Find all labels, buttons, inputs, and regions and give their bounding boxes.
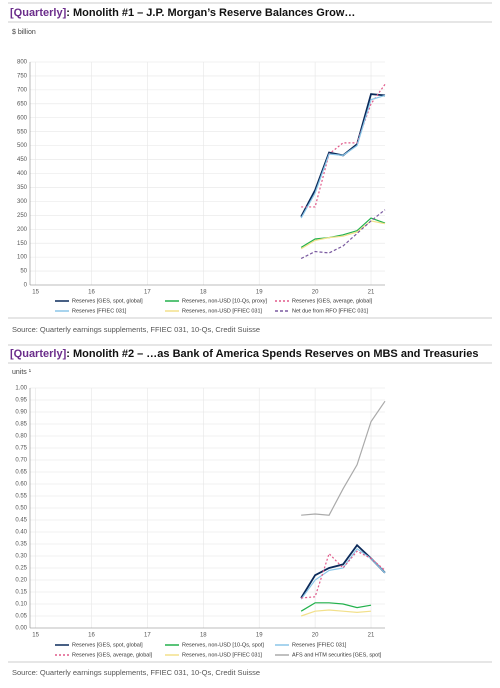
x-tick-label: 20 xyxy=(312,290,319,296)
y-tick-label: 150 xyxy=(17,241,28,247)
chart-title: [Quarterly]: Monolith #2 – …as Bank of A… xyxy=(10,348,478,360)
series-line xyxy=(300,609,372,617)
y-tick-label: 800 xyxy=(17,60,28,66)
x-tick-label: 15 xyxy=(32,290,39,296)
series-line xyxy=(300,543,386,599)
y-tick-label: 0.85 xyxy=(15,422,27,428)
legend-label: Reserves [GES, spot, global] xyxy=(72,642,143,648)
series-line xyxy=(300,547,386,600)
y-tick-label: 50 xyxy=(20,269,27,275)
y-tick-label: 300 xyxy=(17,199,28,205)
y-tick-label: 0.95 xyxy=(15,398,27,404)
series-line xyxy=(300,217,386,248)
x-tick-label: 20 xyxy=(312,633,319,639)
y-tick-label: 550 xyxy=(17,129,28,135)
legend-label: Reserves [FFIEC 031] xyxy=(292,642,347,648)
x-tick-label: 18 xyxy=(200,633,207,639)
y-tick-label: 0.05 xyxy=(15,614,27,620)
title-text: : Monolith #1 – J.P. Morgan’s Reserve Ba… xyxy=(66,7,355,19)
legend-label: Reserves, non-USD [FFIEC 031] xyxy=(182,308,263,314)
series-line xyxy=(301,550,386,599)
y-axis-label: $ billion xyxy=(12,29,36,36)
y-tick-label: 0.15 xyxy=(15,590,27,596)
x-tick-label: 17 xyxy=(144,290,151,296)
title-text: : Monolith #2 – …as Bank of America Spen… xyxy=(66,348,478,360)
legend-label: Reserves, non-USD [10-Qs, proxy] xyxy=(182,298,267,304)
legend-label: Net due from RFO [FFIEC 031] xyxy=(292,308,369,314)
series-line xyxy=(301,83,386,208)
y-tick-label: 250 xyxy=(17,213,28,219)
y-tick-label: 1.00 xyxy=(15,386,27,392)
y-tick-label: 0.55 xyxy=(15,494,27,500)
y-tick-label: 0.75 xyxy=(15,446,27,452)
y-tick-label: 0.90 xyxy=(15,410,27,416)
x-tick-label: 21 xyxy=(368,290,375,296)
legend-label: AFS and HTM securities [GES, spot] xyxy=(292,652,382,658)
y-tick-label: 400 xyxy=(17,171,28,177)
series-line xyxy=(300,209,386,260)
y-tick-label: 100 xyxy=(17,255,28,261)
legend-label: Reserves, non-USD [10-Qs, spot] xyxy=(182,642,264,648)
x-tick-label: 15 xyxy=(32,633,39,639)
y-tick-label: 0.60 xyxy=(15,482,27,488)
x-tick-label: 19 xyxy=(256,633,263,639)
y-tick-label: 0.25 xyxy=(15,566,27,572)
legend-label: Reserves, non-USD [FFIEC 031] xyxy=(182,652,263,658)
y-tick-label: 0.70 xyxy=(15,458,27,464)
y-tick-label: 600 xyxy=(17,115,28,121)
title-tag: [Quarterly] xyxy=(10,7,67,19)
source-note: Source: Quarterly earnings supplements, … xyxy=(12,668,260,677)
y-axis-label: units ¹ xyxy=(12,369,32,376)
legend-label: Reserves [GES, average, global] xyxy=(72,652,153,658)
chart-title: [Quarterly]: Monolith #1 – J.P. Morgan’s… xyxy=(10,7,355,19)
y-tick-label: 500 xyxy=(17,143,28,149)
y-tick-label: 0.40 xyxy=(15,530,27,536)
y-tick-label: 0.10 xyxy=(15,602,27,608)
x-tick-label: 19 xyxy=(256,290,263,296)
y-tick-label: 0.30 xyxy=(15,554,27,560)
y-tick-label: 0 xyxy=(24,283,28,289)
x-tick-label: 21 xyxy=(368,633,375,639)
source-note: Source: Quarterly earnings supplements, … xyxy=(12,325,260,334)
legend-label: Reserves [FFIEC 031] xyxy=(72,308,127,314)
y-tick-label: 700 xyxy=(17,87,28,93)
x-tick-label: 17 xyxy=(144,633,151,639)
y-tick-label: 750 xyxy=(17,74,28,80)
legend-label: Reserves [GES, average, global] xyxy=(292,298,373,304)
title-tag: [Quarterly] xyxy=(10,348,67,360)
y-tick-label: 0.00 xyxy=(15,626,27,632)
y-tick-label: 0.65 xyxy=(15,470,27,476)
series-line xyxy=(300,94,386,219)
series-line xyxy=(301,400,386,516)
y-tick-label: 0.35 xyxy=(15,542,27,548)
y-tick-label: 350 xyxy=(17,185,28,191)
y-tick-label: 650 xyxy=(17,101,28,107)
legend-label: Reserves [GES, spot, global] xyxy=(72,298,143,304)
y-tick-label: 0.45 xyxy=(15,518,27,524)
series-line xyxy=(300,602,372,612)
y-tick-label: 450 xyxy=(17,157,28,163)
y-tick-label: 0.80 xyxy=(15,434,27,440)
y-tick-label: 200 xyxy=(17,227,28,233)
x-tick-label: 16 xyxy=(88,633,95,639)
x-tick-label: 18 xyxy=(200,290,207,296)
y-tick-label: 0.20 xyxy=(15,578,27,584)
y-tick-label: 0.50 xyxy=(15,506,27,512)
x-tick-label: 16 xyxy=(88,290,95,296)
